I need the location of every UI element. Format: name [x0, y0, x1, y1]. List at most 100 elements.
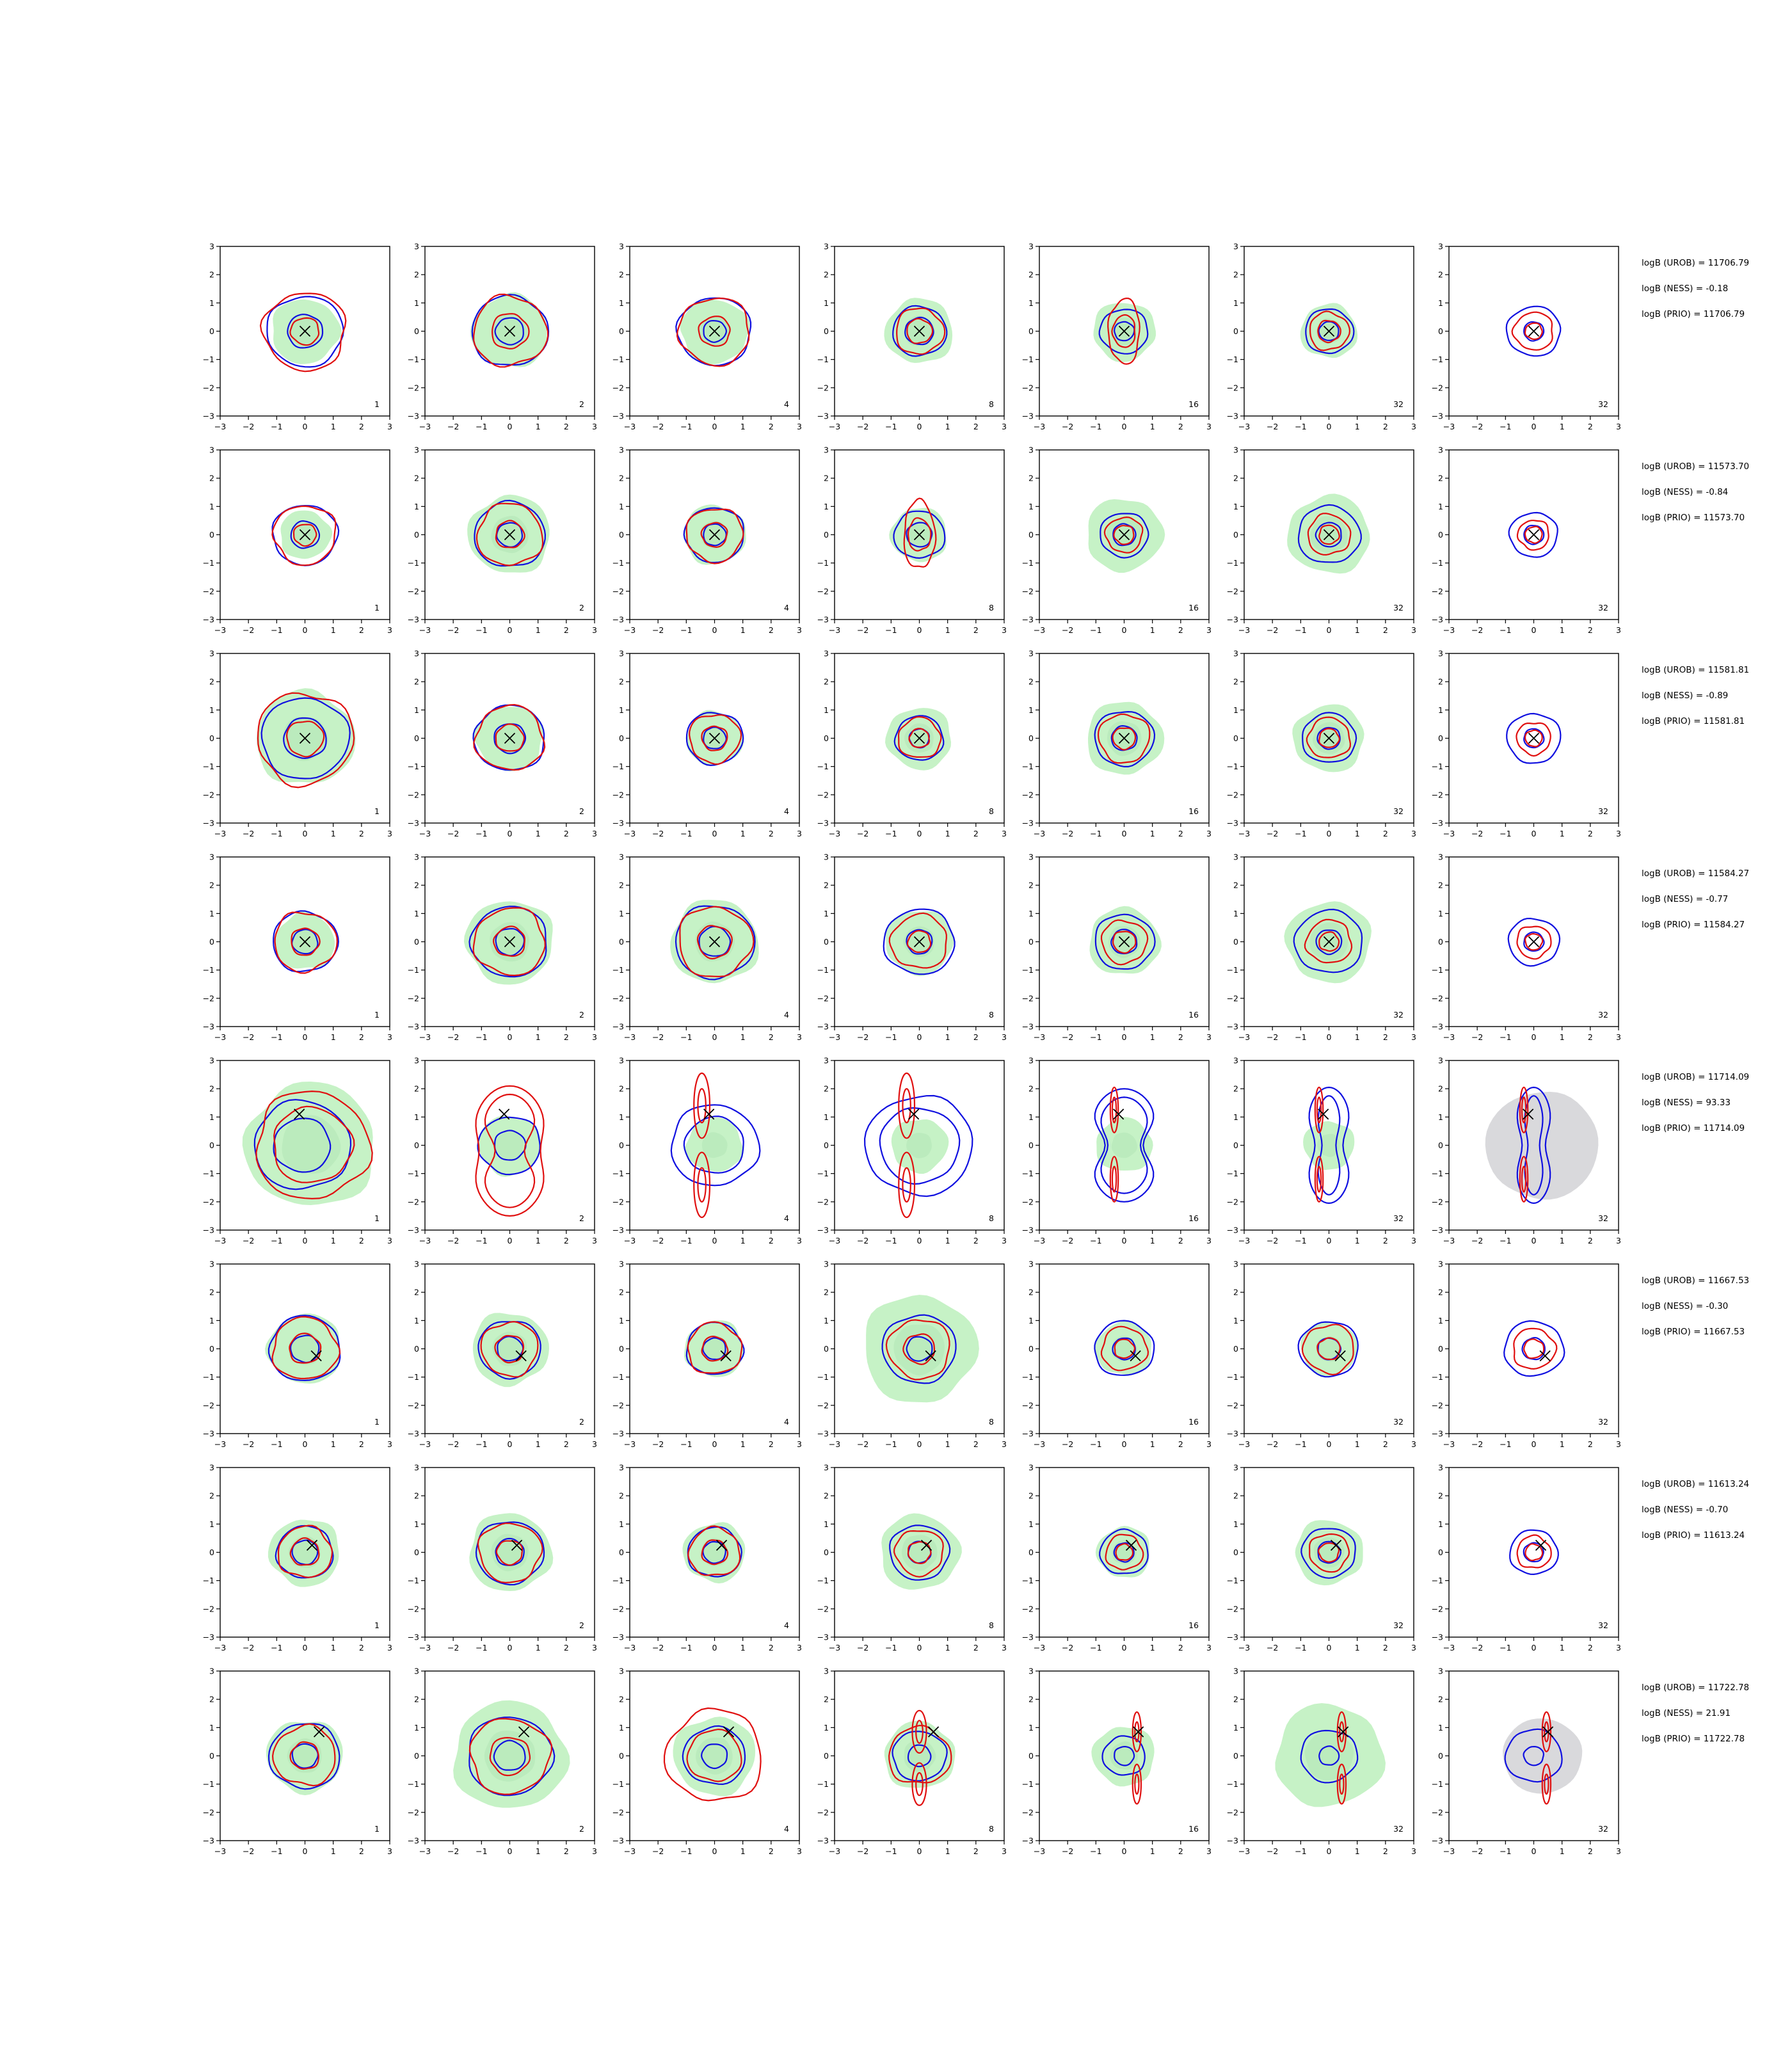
y-tick-label: 0 [1438, 530, 1443, 540]
blue-contour-inner [1315, 522, 1342, 548]
x-tick-label: 0 [1532, 1236, 1537, 1245]
y-tick-label: −1 [1022, 965, 1034, 975]
y-tick-label: −1 [1227, 1779, 1238, 1789]
stat-line: logB (UROB) = 11581.81 [1642, 665, 1750, 675]
y-tick-label: 0 [209, 1344, 214, 1354]
stat-line: logB (NESS) = -0.84 [1642, 487, 1729, 497]
x-tick-label: 3 [592, 1643, 597, 1652]
panel-plot-area [453, 1700, 570, 1808]
y-tick-label: 0 [1028, 1548, 1034, 1557]
y-tick-label: 2 [1438, 677, 1443, 687]
y-tick-label: 3 [1438, 445, 1443, 455]
y-tick-label: 0 [209, 326, 214, 336]
blue-contour-inner [291, 1743, 319, 1769]
y-tick-label: 0 [824, 530, 829, 540]
x-tick-label: 2 [769, 625, 774, 635]
x-tick-label: −2 [1471, 1439, 1483, 1449]
y-tick-label: 1 [414, 502, 419, 511]
stat-line: logB (UROB) = 11706.79 [1642, 258, 1750, 268]
true-value-marker [720, 1350, 732, 1362]
y-tick-label: −3 [817, 819, 829, 828]
panel-count-label: 32 [1393, 1824, 1404, 1834]
x-tick-label: 2 [564, 829, 569, 838]
y-tick-label: −3 [612, 1022, 624, 1032]
red-contour-inner [1317, 1542, 1340, 1563]
stat-line: logB (UROB) = 11613.24 [1642, 1479, 1750, 1489]
panel-count-label: 8 [989, 1824, 994, 1834]
red-contour-outer [687, 1525, 741, 1576]
panel-r2-c6: −3−3 −2 −2 −1 −1 0 0 1 1 2 2 3 3 32 [1227, 445, 1416, 636]
panel-count-label: 16 [1188, 1213, 1199, 1223]
panel-plot-area [1089, 906, 1162, 974]
red-contour-lobe-inner-2 [1544, 1773, 1549, 1795]
x-tick-label: −2 [1471, 1846, 1483, 1856]
y-tick-label: −2 [408, 383, 419, 392]
blue-contour-inner [703, 319, 728, 343]
panel-plot-area [242, 1082, 373, 1205]
x-tick-label: −3 [624, 1439, 636, 1449]
x-tick-label: −2 [1062, 829, 1073, 838]
row-stats-3: logB (UROB) = 11581.81 logB (NESS) = -0.8… [1642, 666, 1789, 742]
y-tick-label: −2 [203, 1604, 214, 1613]
y-tick-label: 3 [1233, 852, 1238, 862]
green-density-core [495, 1131, 524, 1160]
y-tick-label: −3 [408, 412, 419, 421]
y-tick-label: −1 [817, 1372, 829, 1382]
y-tick-label: −3 [1227, 819, 1238, 828]
y-tick-label: −3 [817, 615, 829, 625]
x-tick-label: 3 [1411, 1846, 1416, 1856]
x-tick-label: −2 [447, 1032, 459, 1042]
y-tick-label: 0 [209, 937, 214, 947]
y-tick-label: 1 [824, 1519, 829, 1529]
y-tick-label: 3 [1233, 1056, 1238, 1066]
x-tick-label: 3 [387, 1643, 392, 1652]
y-tick-label: 3 [1028, 242, 1034, 252]
panel-count-label: 2 [579, 603, 584, 612]
y-tick-label: 3 [1233, 445, 1238, 455]
y-tick-label: −3 [203, 1429, 214, 1439]
x-tick-label: −1 [680, 1846, 692, 1856]
green-density-core [289, 1331, 322, 1365]
x-tick-label: −1 [1500, 1236, 1511, 1245]
y-tick-label: 1 [1028, 1112, 1034, 1122]
x-tick-label: −1 [1500, 422, 1511, 431]
x-tick-label: −2 [447, 422, 459, 431]
y-tick-label: 2 [209, 1288, 214, 1297]
true-value-marker [1318, 1108, 1329, 1120]
y-tick-label: 3 [824, 1667, 829, 1676]
red-contour-lobe-inner-1 [902, 1088, 911, 1124]
blue-contour-inner [494, 317, 524, 346]
y-tick-label: 0 [209, 530, 214, 540]
y-tick-label: 0 [619, 1344, 624, 1354]
x-tick-label: −2 [1471, 1236, 1483, 1245]
panel-count-label: 32 [1598, 603, 1608, 612]
x-tick-label: 0 [712, 829, 717, 838]
y-tick-label: 2 [1028, 270, 1034, 280]
y-tick-label: 0 [619, 530, 624, 540]
panel-r4-c3: −3−3 −2 −2 −1 −1 0 0 1 1 2 2 3 3 4 [612, 852, 802, 1043]
red-contour-inner [1524, 322, 1543, 340]
red-contour-lobe-inner-2 [697, 1167, 707, 1203]
x-tick-label: −1 [1295, 829, 1306, 838]
red-contour-outer [679, 906, 755, 978]
y-tick-label: −3 [817, 1429, 829, 1439]
x-tick-label: 0 [1327, 1643, 1332, 1652]
blue-contour-inner [1315, 929, 1343, 956]
y-tick-label: 2 [1233, 1084, 1238, 1094]
x-tick-label: −1 [271, 422, 282, 431]
red-contour-outer [1100, 1325, 1149, 1372]
y-tick-label: 2 [1438, 1695, 1443, 1704]
x-tick-label: −3 [214, 1439, 226, 1449]
y-tick-label: −3 [1432, 615, 1443, 625]
panel-plot-area [1505, 305, 1562, 357]
blue-contour-inner [493, 1740, 526, 1771]
y-tick-label: 0 [1438, 326, 1443, 336]
red-contour-lobe-inner-1 [1111, 1096, 1117, 1124]
red-contour-outer [1308, 1533, 1350, 1573]
true-value-marker [1539, 1350, 1551, 1362]
panel-plot-area [1275, 1703, 1386, 1807]
panel-count-label: 16 [1188, 1620, 1199, 1630]
y-tick-label: 2 [1438, 270, 1443, 280]
y-tick-label: 0 [209, 1751, 214, 1761]
x-tick-label: 3 [797, 422, 802, 431]
